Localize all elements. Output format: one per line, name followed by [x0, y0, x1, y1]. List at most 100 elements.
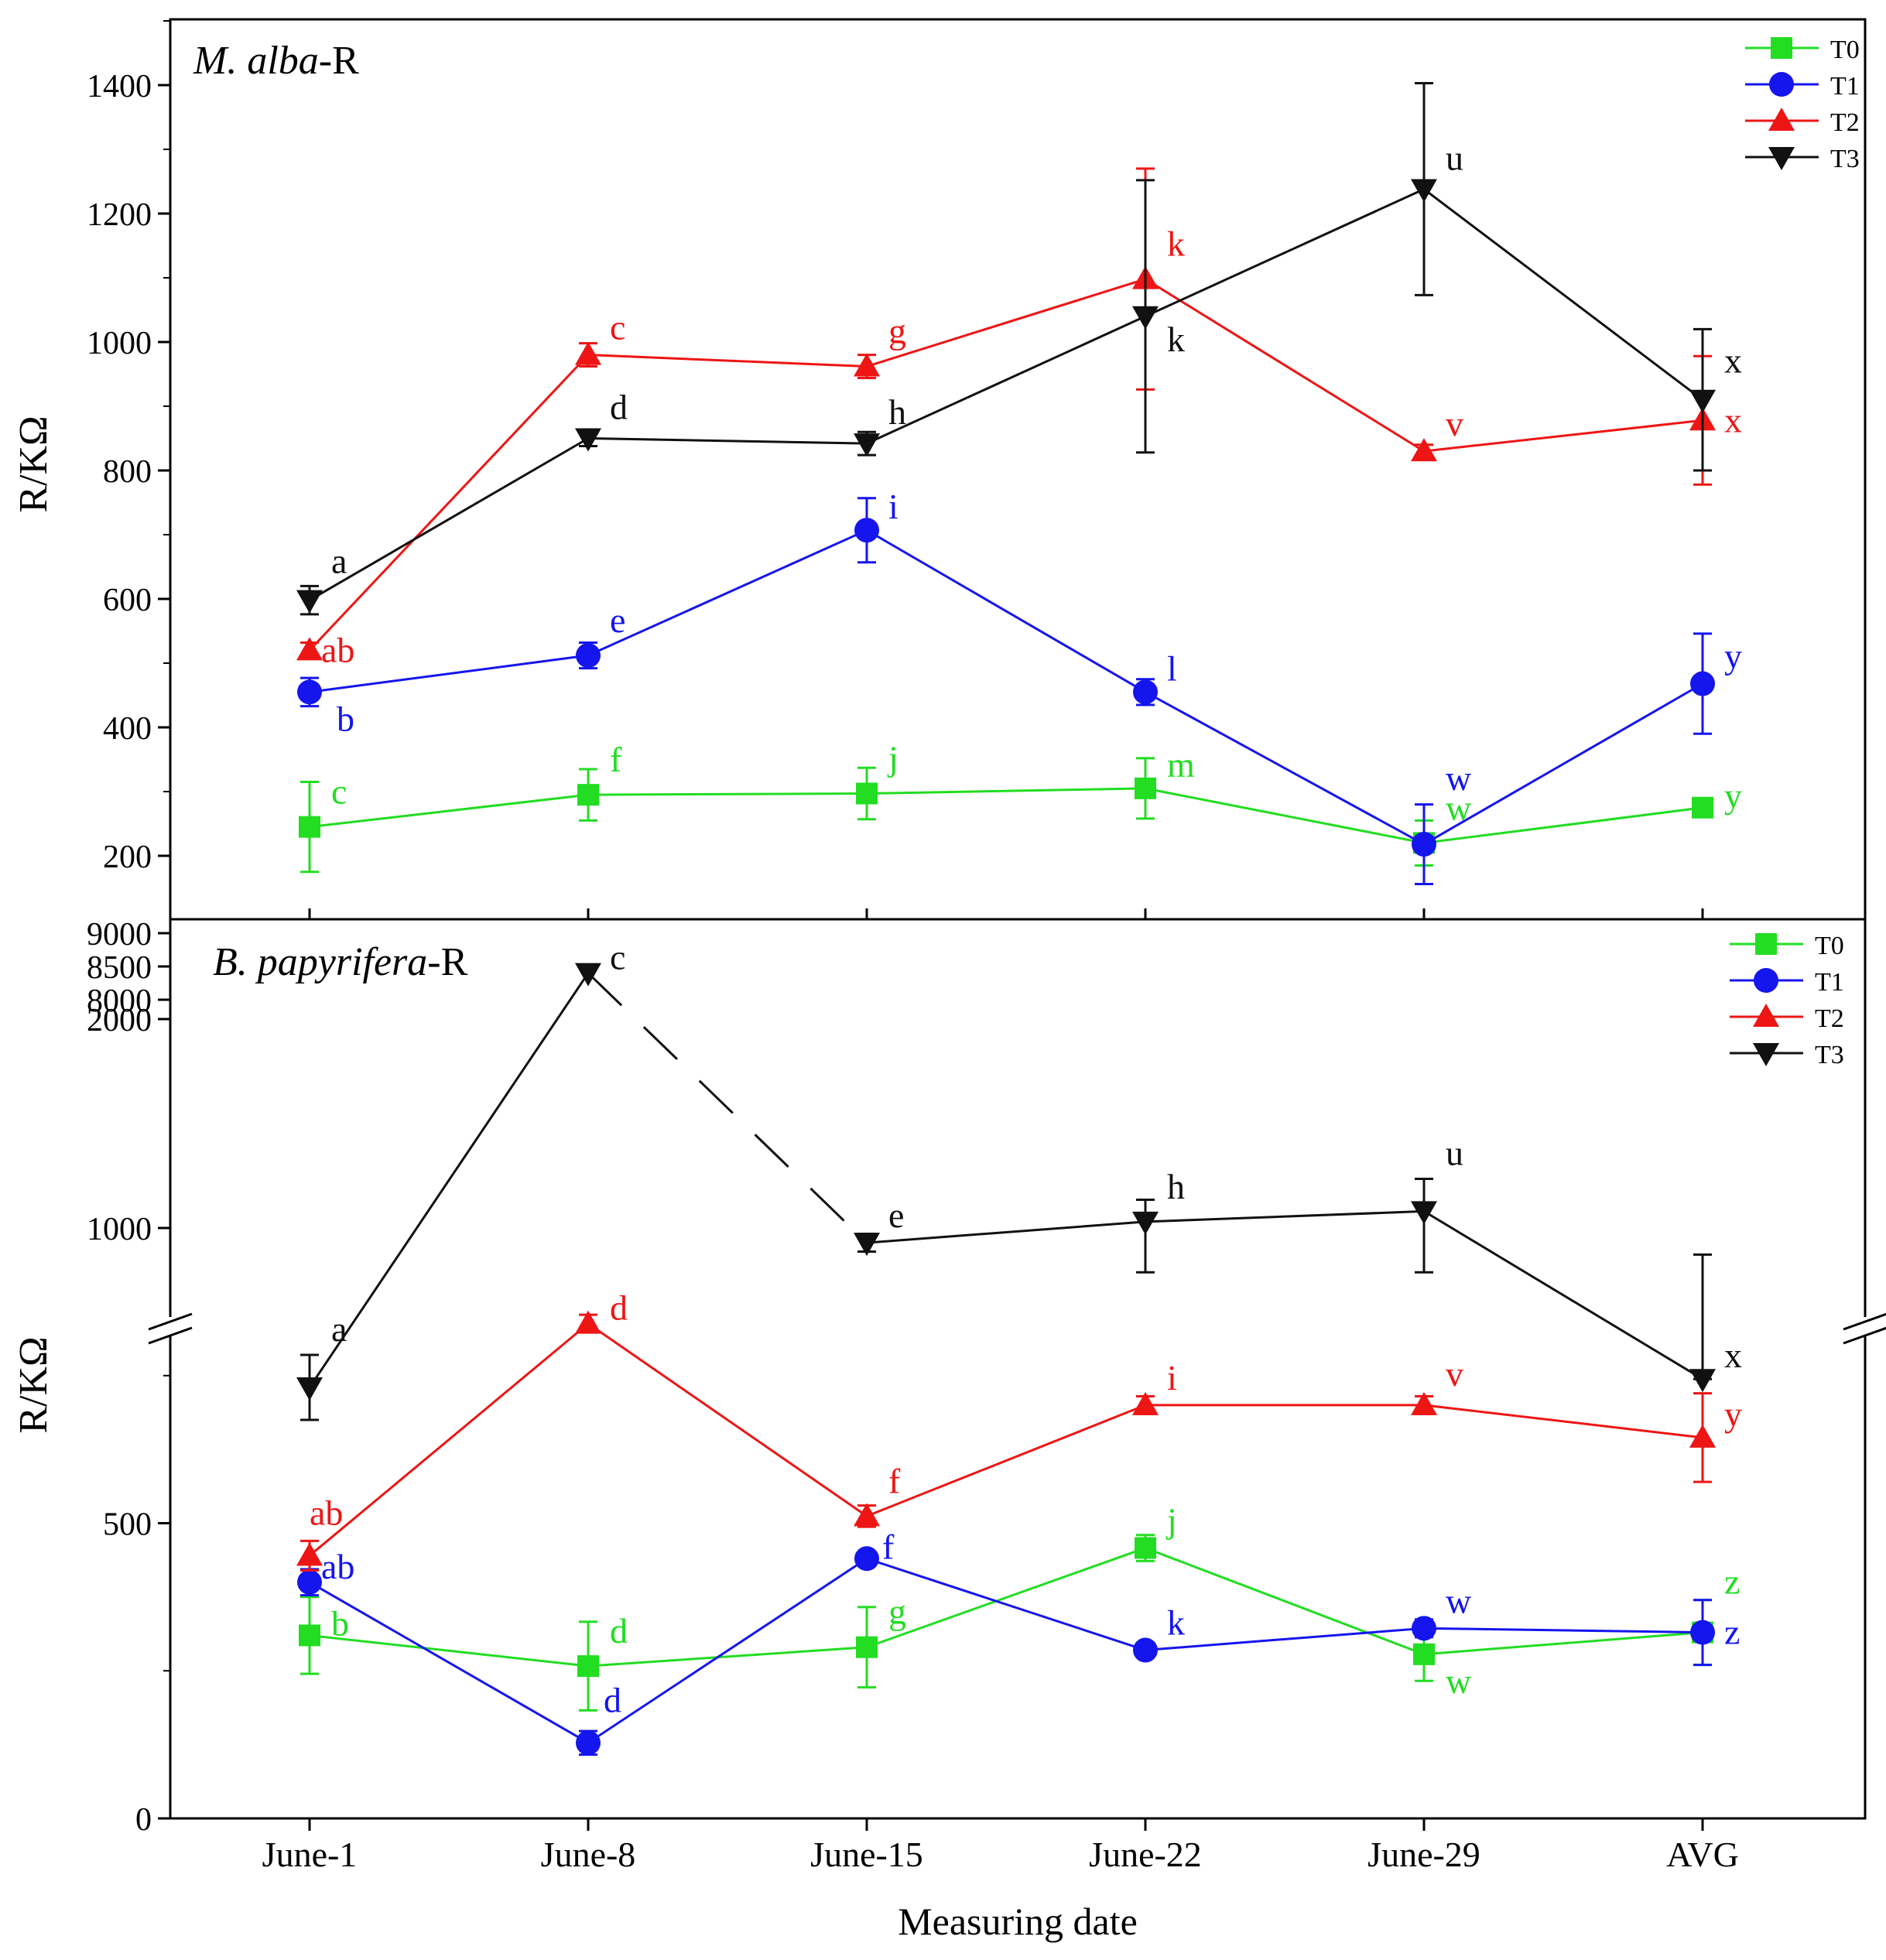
significance-letter: e [888, 1195, 904, 1235]
marker-square [1692, 796, 1713, 819]
x-tick-label: June-8 [541, 1835, 636, 1874]
marker-triangle-up [1411, 438, 1437, 462]
significance-letter: y [1724, 1394, 1742, 1434]
x-tick-label: June-1 [262, 1835, 358, 1874]
marker-triangle-up [296, 1542, 323, 1566]
significance-letter: v [1446, 1354, 1463, 1394]
significance-letter: f [882, 1527, 895, 1566]
y-tick-label: 8000 [87, 983, 152, 1019]
significance-letter: h [1167, 1167, 1185, 1206]
marker-circle [297, 1569, 322, 1595]
significance-letter: y [1724, 637, 1742, 676]
significance-letter: k [1167, 224, 1185, 264]
significance-letter: w [1446, 1581, 1472, 1620]
x-axis-label: Measuring date [898, 1900, 1138, 1943]
significance-letter: v [1446, 404, 1463, 443]
series-line-segment [866, 528, 1146, 693]
series-line-segment [309, 1633, 589, 1668]
legend-label: T0 [1830, 36, 1860, 64]
marker-square [1135, 1537, 1156, 1559]
legend-marker [1753, 1043, 1779, 1066]
panel-title-italic: M. alba [193, 39, 319, 83]
marker-square [856, 782, 878, 805]
series-line-segment [1423, 682, 1703, 846]
series-line-segment [309, 654, 589, 693]
marker-triangle-down [1689, 1369, 1716, 1393]
axis-break-mark [1843, 1312, 1886, 1331]
marker-square [299, 816, 320, 838]
significance-letter: k [1167, 1603, 1185, 1643]
legend-marker [1754, 968, 1778, 993]
legend-label: T2 [1830, 108, 1860, 137]
y-tick-label: 1200 [87, 197, 152, 233]
panel-frame-bottom [169, 918, 1867, 1820]
marker-circle [1133, 1637, 1158, 1663]
marker-circle [854, 518, 879, 543]
marker-triangle-up [296, 637, 323, 661]
significance-letter: x [1724, 1336, 1742, 1375]
legend-marker [1768, 147, 1795, 170]
marker-square [577, 1655, 599, 1678]
marker-triangle-down [575, 963, 601, 987]
legend-marker [1771, 37, 1792, 59]
series-line-segment [1145, 1547, 1425, 1656]
significance-letter: z [1724, 1613, 1740, 1652]
y-tick-label: 1400 [87, 69, 152, 104]
series-line-segment [1145, 1209, 1425, 1223]
y-tick-label: 800 [103, 454, 152, 490]
series-line-segment [1145, 188, 1425, 318]
significance-letter: ab [310, 1493, 343, 1532]
series-line-segment [1423, 188, 1703, 401]
series-line-segment [587, 792, 868, 796]
legend-marker [1755, 933, 1777, 955]
marker-triangle-down [296, 590, 323, 614]
marker-circle [1133, 679, 1158, 705]
series-line-segment [587, 1646, 868, 1668]
marker-circle [854, 1546, 879, 1572]
y-tick-label: 1000 [87, 1212, 152, 1247]
significance-letter: c [610, 938, 625, 977]
series-line-segment [1145, 787, 1425, 844]
significance-letter: h [888, 392, 906, 432]
panel-title-suffix: -R [319, 39, 359, 83]
marker-triangle-down [1132, 306, 1159, 330]
marker-triangle-down [296, 1377, 323, 1401]
marker-triangle-up [854, 1503, 880, 1527]
series-line-segment [1423, 1210, 1703, 1380]
panel-title-suffix: -R [427, 940, 467, 984]
significance-letter: u [1446, 1133, 1463, 1172]
legend-label: T0 [1815, 932, 1844, 960]
significance-letter: i [888, 487, 899, 526]
significance-letter: e [610, 600, 625, 640]
series-line-segment [866, 1404, 1146, 1517]
y-axis-label: R/KΩ [12, 1336, 56, 1433]
y-tick-label: 1000 [87, 326, 152, 361]
marker-triangle-down [575, 428, 601, 452]
panel-title: M. alba-R [193, 39, 359, 83]
series-line-segment [1423, 419, 1703, 453]
significance-letter: b [337, 699, 354, 738]
series-line-segment [587, 437, 868, 445]
legend-label: T1 [1815, 968, 1844, 997]
significance-letter: x [1724, 341, 1742, 381]
y-tick-label: 2000 [87, 1003, 152, 1038]
series-line-segment [309, 1581, 589, 1744]
series-line-segment [587, 1322, 868, 1517]
marker-circle [576, 1730, 601, 1756]
marker-square [1413, 1643, 1435, 1665]
series-line-segment [587, 1558, 868, 1744]
x-tick-label: June-29 [1367, 1835, 1480, 1874]
series-line-segment [866, 1547, 1146, 1649]
significance-letter: d [604, 1680, 621, 1719]
significance-letter: w [1446, 1661, 1472, 1701]
marker-triangle-up [1689, 1424, 1716, 1448]
y-tick-label: 500 [103, 1507, 152, 1543]
y-tick-label: 600 [103, 583, 152, 618]
marker-triangle-up [575, 1310, 601, 1334]
y-tick-label: 8500 [87, 950, 152, 986]
significance-letter: g [888, 1592, 906, 1632]
series-line-segment [587, 528, 868, 657]
legend-marker [1769, 72, 1794, 97]
